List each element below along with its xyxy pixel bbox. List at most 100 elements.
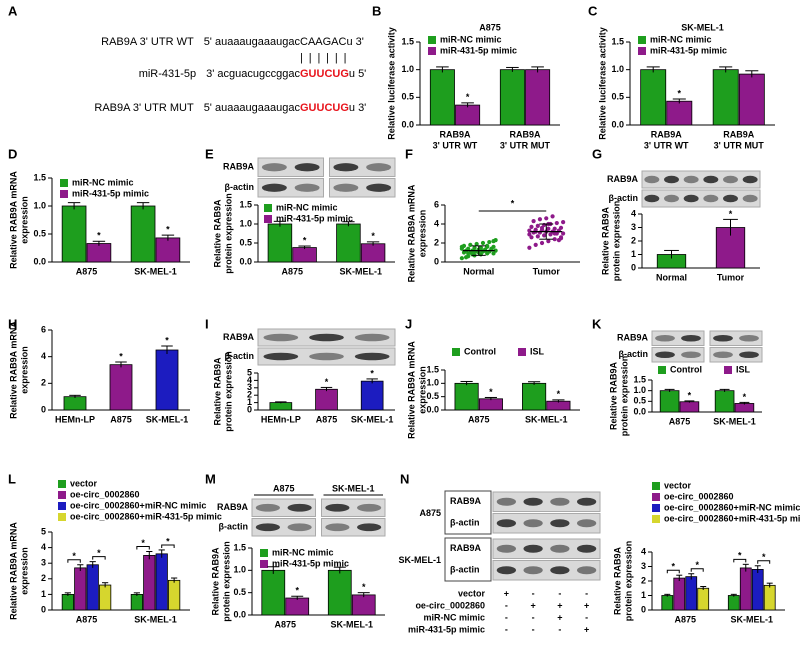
y-tick-label: 1.0: [239, 218, 252, 228]
blot-band: [366, 163, 392, 172]
significance-star: *: [97, 548, 101, 558]
blot-band: [287, 503, 312, 512]
data-point: [529, 224, 534, 229]
panel-letter: E: [205, 146, 214, 161]
panel-title: A875: [479, 22, 501, 32]
y-tick-label: 0: [434, 256, 439, 266]
blot-band: [325, 523, 350, 532]
condition-sign: +: [530, 600, 535, 610]
significance-star: *: [489, 387, 493, 397]
legend-label: oe-circ_0002860: [70, 489, 140, 499]
y-axis-label: Relative RAB9A mRNA: [8, 522, 18, 620]
significance-star: *: [303, 235, 307, 245]
x-tick-label: Normal: [656, 272, 687, 282]
y-tick-label: 2: [641, 575, 646, 585]
bar: [267, 223, 293, 263]
x-tick-label: RAB9A: [439, 129, 471, 139]
y-axis-label: Relative RAB9A: [212, 199, 222, 268]
y-axis-label: Relative luciferase activity: [597, 27, 607, 140]
significance-star: *: [729, 209, 733, 219]
condition-sign: +: [557, 612, 562, 622]
sequence-name: miR-431-5p: [139, 68, 196, 80]
y-tick-label: 0: [41, 604, 46, 614]
bar: [86, 243, 112, 263]
blot-band: [550, 519, 570, 528]
sequence-part: u 3': [349, 102, 366, 114]
legend-swatch: [652, 482, 660, 490]
sequence-part: GUUCUG: [300, 68, 349, 80]
y-tick-label: 1.0: [633, 385, 646, 395]
y-tick-label: 3: [631, 222, 636, 232]
bar: [727, 595, 740, 611]
blot-band: [644, 194, 660, 203]
y-axis-label: Relative RAB9A mRNA: [406, 184, 416, 282]
y-tick-label: 1.0: [426, 378, 439, 388]
sequence: 3' acguacugccggacGUUCUGu 5': [206, 68, 366, 80]
y-axis-label: protein expression: [623, 541, 633, 622]
legend-swatch: [638, 36, 646, 44]
y-tick-label: 2: [41, 378, 46, 388]
y-tick-label: 1: [631, 249, 636, 259]
legend-label: oe-circ_0002860+miR-NC mimic: [70, 500, 206, 510]
blot-band: [550, 544, 570, 553]
y-tick-label: 2: [434, 237, 439, 247]
condition-label: miR-NC mimic: [423, 612, 485, 622]
blot-band: [523, 497, 543, 506]
y-axis-label: Relative RAB9A mRNA: [406, 341, 416, 439]
legend-label: miR-431-5p mimic: [272, 558, 349, 568]
legend-swatch: [652, 515, 660, 523]
sequence-part: CAAGAC: [300, 36, 347, 48]
bar: [155, 349, 179, 411]
blot-row-label: β-actin: [225, 182, 255, 192]
bar: [661, 595, 674, 611]
sequence-name: RAB9A 3' UTR MUT: [94, 102, 194, 114]
y-tick-label: 6: [41, 324, 46, 334]
data-point: [527, 245, 532, 250]
y-tick-label: 3: [41, 558, 46, 568]
blot-row-label: β-actin: [225, 351, 255, 361]
blot-band: [723, 175, 738, 184]
blot-band: [263, 352, 299, 361]
data-point: [463, 255, 469, 260]
legend-label: miR-NC mimic: [650, 34, 712, 44]
panel-letter: C: [588, 3, 598, 18]
condition-label: miR-431-5p mimic: [408, 624, 485, 634]
y-tick-label: 1.0: [611, 64, 624, 74]
x-tick-label: SK-MEL-1: [146, 414, 189, 424]
panel-title: SK-MEL-1: [681, 22, 724, 32]
condition-sign: -: [505, 612, 508, 622]
significance-bracket: [690, 568, 704, 572]
sequence-part: GUUCUG: [300, 102, 349, 114]
x-tick-label: HEMn-LP: [55, 414, 95, 424]
condition-sign: -: [558, 624, 561, 634]
data-point: [546, 239, 551, 244]
x-tick-label: 3' UTR WT: [644, 140, 689, 150]
significance-star: *: [370, 368, 374, 378]
y-tick-label: 1.5: [426, 364, 439, 374]
data-point: [459, 256, 464, 261]
significance-star: *: [166, 224, 170, 234]
blot-strip: [641, 170, 761, 189]
blot-band: [713, 334, 733, 342]
x-tick-label: HEMn-LP: [261, 414, 301, 424]
y-tick-label: 4: [41, 351, 46, 361]
condition-sign: -: [532, 624, 535, 634]
y-tick-label: 1.0: [401, 64, 414, 74]
bar: [61, 205, 87, 263]
blot-band: [523, 544, 543, 553]
data-point: [546, 226, 551, 231]
panel-letter: B: [372, 3, 381, 18]
x-tick-label: Normal: [463, 266, 494, 276]
data-point: [466, 246, 471, 251]
sequence-part: u 3': [346, 36, 363, 48]
data-point: [554, 220, 559, 226]
blot-strip: [492, 491, 601, 512]
blot-band: [683, 175, 699, 184]
data-point: [539, 225, 545, 230]
x-tick-label: RAB9A: [509, 129, 541, 139]
legend-swatch: [264, 204, 272, 212]
blot-strip: [321, 498, 386, 517]
data-point: [468, 242, 473, 247]
significance-star: *: [672, 562, 676, 572]
data-point: [535, 223, 540, 228]
